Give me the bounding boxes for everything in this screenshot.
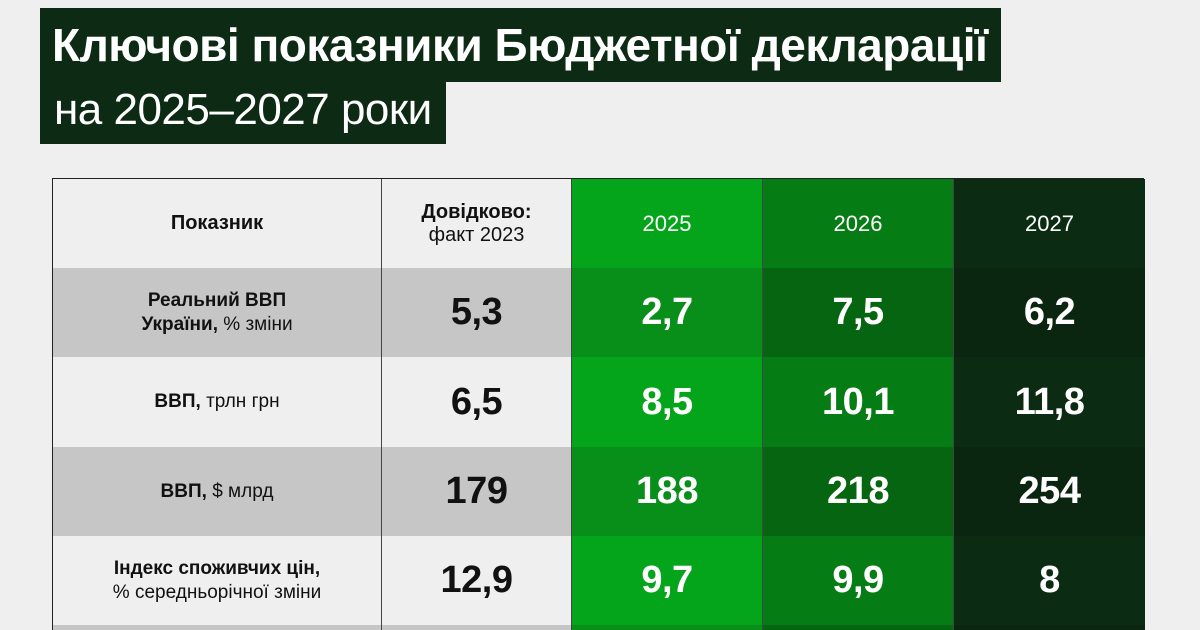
table-row-partial xyxy=(53,625,1145,630)
table-row: Реальний ВВП України, % зміни 5,3 2,7 7,… xyxy=(53,268,1145,357)
header-year-2027: 2027 xyxy=(954,179,1145,268)
value-2025: 2,7 xyxy=(572,268,763,357)
table-row: ВВП, трлн грн 6,5 8,5 10,1 11,8 xyxy=(53,357,1145,447)
header-reference: Довідково: факт 2023 xyxy=(382,179,572,268)
value-2026: 10,1 xyxy=(763,357,954,447)
row-label-line2: % середньорічної зміни xyxy=(112,581,322,603)
header-indicator: Показник xyxy=(53,179,382,268)
table-row: ВВП, $ млрд 179 188 218 254 xyxy=(53,447,1145,536)
value-2027 xyxy=(954,625,1145,630)
page-title: Ключові показники Бюджетної декларації xyxy=(40,8,1002,82)
row-label-line2-rest: % зміни xyxy=(218,313,293,335)
value-2026: 9,9 xyxy=(763,536,954,625)
row-label-line1: Реальний ВВП xyxy=(147,289,287,311)
budget-indicators-table: Показник Довідково: факт 2023 2025 2026 … xyxy=(52,178,1145,630)
row-label-line2-bold: України, xyxy=(141,313,218,335)
row-label: Індекс споживчих цін, % середньорічної з… xyxy=(53,536,382,625)
value-2026: 7,5 xyxy=(763,268,954,357)
header-year-2026: 2026 xyxy=(763,179,954,268)
row-label: ВВП, $ млрд xyxy=(53,447,382,536)
value-ref-2023: 12,9 xyxy=(382,536,572,625)
row-label: ВВП, трлн грн xyxy=(53,357,382,447)
value-2027: 254 xyxy=(954,447,1145,536)
value-2027: 11,8 xyxy=(954,357,1145,447)
value-2025: 188 xyxy=(572,447,763,536)
row-label xyxy=(53,625,382,630)
row-label-bold: ВВП, xyxy=(160,480,207,502)
value-ref-2023: 5,3 xyxy=(382,268,572,357)
header-year-2025: 2025 xyxy=(572,179,763,268)
value-ref-2023: 179 xyxy=(382,447,572,536)
header-reference-title: Довідково: xyxy=(421,200,532,223)
value-2025: 9,7 xyxy=(572,536,763,625)
value-ref-2023 xyxy=(382,625,572,630)
row-label: Реальний ВВП України, % зміни xyxy=(53,268,382,357)
value-2026: 218 xyxy=(763,447,954,536)
table-row: Індекс споживчих цін, % середньорічної з… xyxy=(53,536,1145,625)
page-subtitle: на 2025–2027 роки xyxy=(40,82,446,144)
row-label-rest: трлн грн xyxy=(200,391,280,413)
value-2026 xyxy=(763,625,954,630)
value-2025 xyxy=(572,625,763,630)
value-ref-2023: 6,5 xyxy=(382,357,572,447)
table-header-row: Показник Довідково: факт 2023 2025 2026 … xyxy=(53,179,1145,268)
row-label-bold: ВВП, xyxy=(154,391,201,413)
value-2027: 8 xyxy=(954,536,1145,625)
row-label-rest: $ млрд xyxy=(206,480,274,502)
value-2027: 6,2 xyxy=(954,268,1145,357)
value-2025: 8,5 xyxy=(572,357,763,447)
row-label-line1: Індекс споживчих цін, xyxy=(113,557,321,579)
header-reference-sub: факт 2023 xyxy=(428,223,525,246)
